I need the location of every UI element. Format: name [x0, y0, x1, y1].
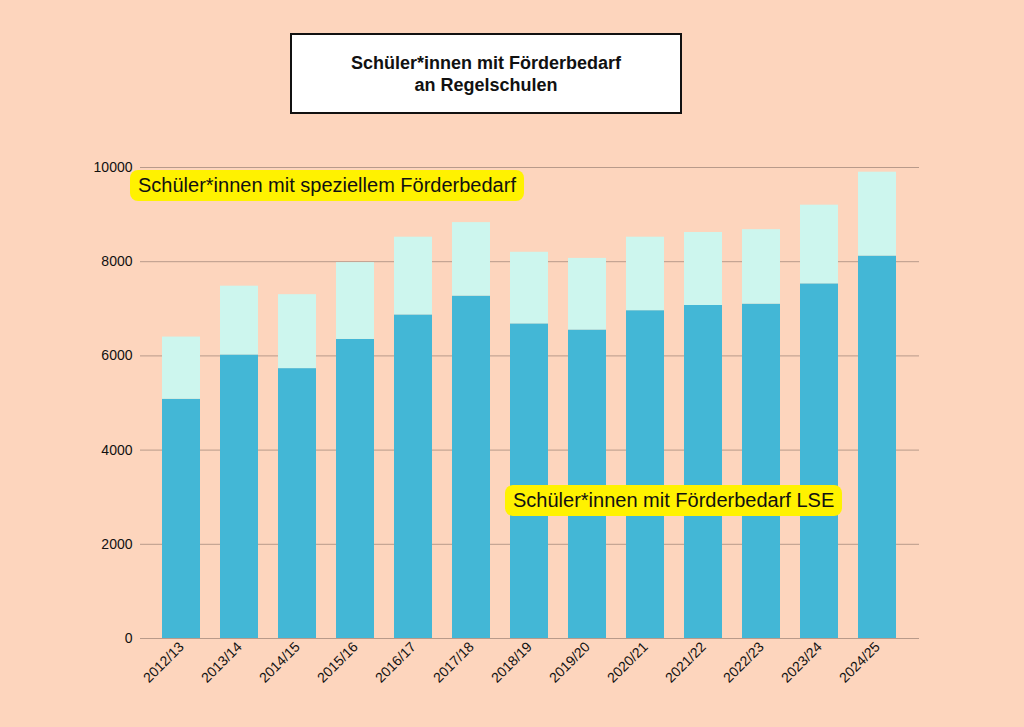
svg-text:2022/23: 2022/23 [720, 638, 767, 685]
svg-text:8000: 8000 [101, 253, 132, 269]
svg-text:2013/14: 2013/14 [198, 638, 245, 685]
svg-text:2015/16: 2015/16 [314, 638, 361, 685]
html-text:Schüler*innen mit speziellem F: Schüler*innen mit speziellem Förderbedar… [138, 174, 516, 196]
svg-text:2000: 2000 [101, 536, 132, 552]
svg-text:2016/17: 2016/17 [372, 638, 419, 685]
svg-text:6000: 6000 [101, 347, 132, 363]
svg-text:2019/20: 2019/20 [546, 638, 593, 685]
svg-text:2023/24: 2023/24 [778, 638, 825, 685]
svg-text:2017/18: 2017/18 [430, 638, 477, 685]
svg-text:10000: 10000 [94, 159, 133, 175]
svg-text:2024/25: 2024/25 [836, 638, 883, 685]
svg-text:4000: 4000 [101, 442, 132, 458]
svg-text:0: 0 [125, 630, 133, 646]
html-text:Schüler*innen mit Förderbedarf: Schüler*innen mit Förderbedarf LSE [513, 489, 835, 511]
html-text:Schüler*innen mit Förderbedarf: Schüler*innen mit Förderbedarf an Regels… [351, 52, 621, 95]
svg-text:2021/22: 2021/22 [662, 638, 709, 685]
svg-text:2014/15: 2014/15 [256, 638, 303, 685]
svg-text:2020/21: 2020/21 [604, 638, 651, 685]
svg-text:2018/19: 2018/19 [488, 638, 535, 685]
svg-text:2012/13: 2012/13 [140, 638, 187, 685]
